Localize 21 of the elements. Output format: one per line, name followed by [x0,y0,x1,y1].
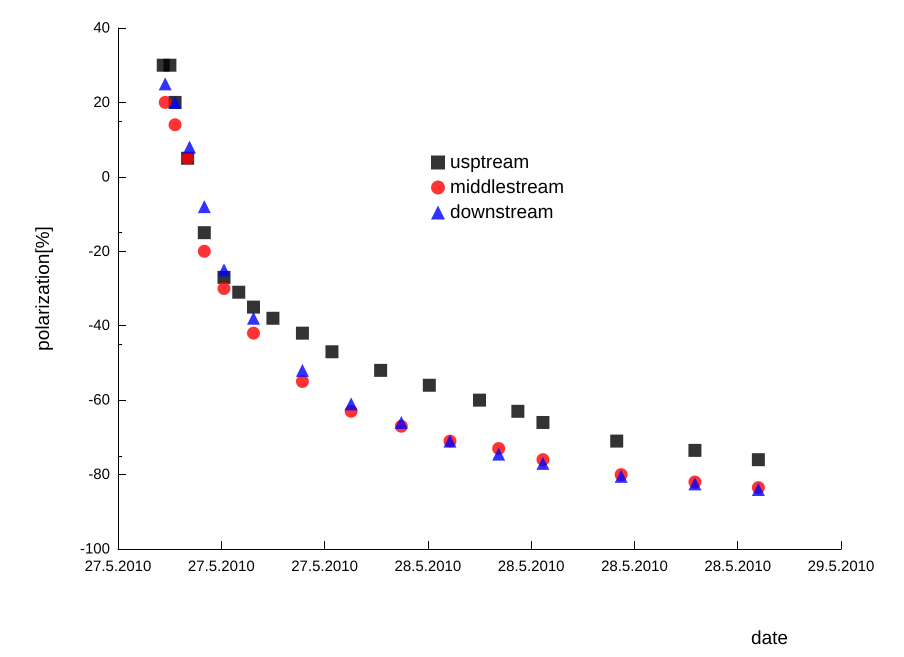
x-tick-label: 27.5.2010 [84,558,152,575]
y-tick-label: -40 [88,317,110,334]
x-tick-label: 28.5.2010 [704,558,772,575]
x-tick-label: 28.5.2010 [498,558,565,575]
y-tick-label: -100 [80,540,110,558]
x-tick-label: 29.5.2010 [808,558,874,575]
x-tick-label: 28.5.2010 [601,558,668,575]
x-tick-label: 28.5.2010 [394,558,462,575]
x-tick-label: 27.5.2010 [188,558,255,575]
x-tick-label: 27.5.2010 [291,558,358,575]
legend-label: usptream [450,152,530,173]
legend-label: middlestream [450,177,564,198]
y-axis-title: polarization[%] [33,226,54,351]
y-tick-label: -20 [88,242,110,260]
y-tick-label: 40 [93,20,110,36]
y-tick-label: -80 [88,466,110,484]
y-tick-label: -60 [88,392,110,409]
legend-label: downstream [450,202,554,223]
y-tick-label: 0 [102,168,110,186]
x-axis-title: date [751,628,788,649]
y-tick-label: 20 [93,94,110,111]
